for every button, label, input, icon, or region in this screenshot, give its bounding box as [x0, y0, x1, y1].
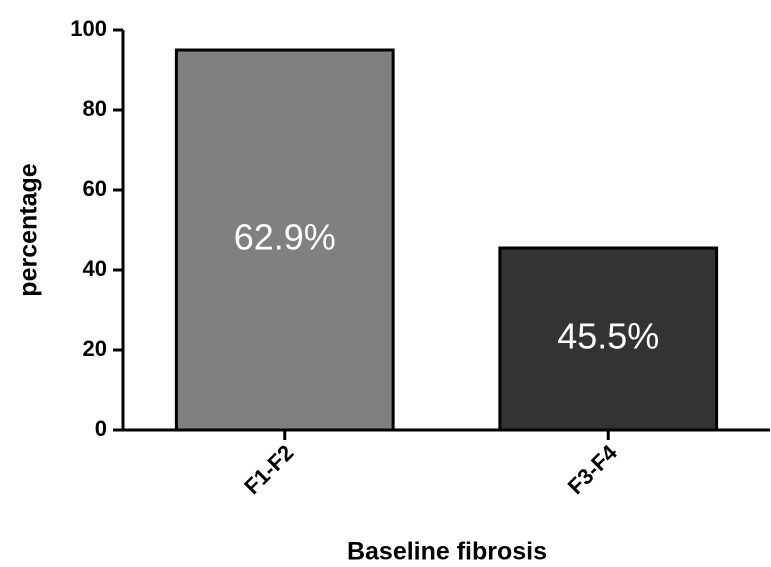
y-tick-label: 40 [83, 256, 107, 281]
x-tick-label: F3-F4 [563, 439, 623, 499]
y-tick-label: 60 [83, 176, 107, 201]
x-axis-title: Baseline fibrosis [347, 538, 547, 566]
y-tick-label: 100 [70, 16, 107, 41]
bar-annotation: 45.5% [557, 316, 659, 357]
x-tick-label: F1-F2 [239, 440, 298, 499]
bar-annotation: 62.9% [234, 217, 336, 258]
y-axis-title: percentage [15, 163, 43, 296]
y-tick-label: 80 [83, 96, 107, 121]
bar [498, 246, 719, 432]
y-tick-label: 20 [83, 336, 107, 361]
y-tick-label: 0 [95, 416, 107, 441]
